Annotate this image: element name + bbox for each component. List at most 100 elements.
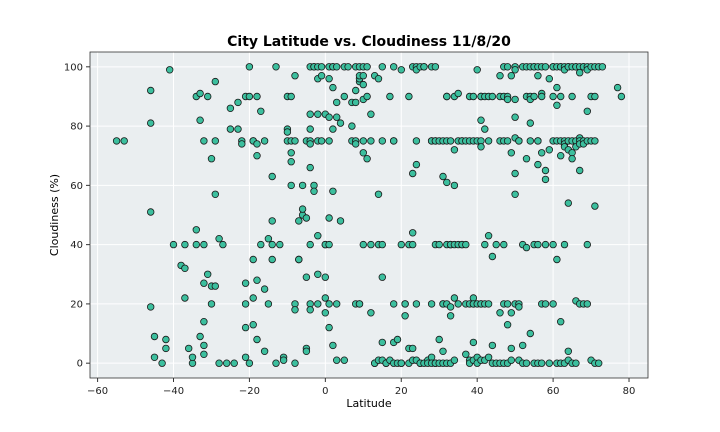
data-point — [363, 92, 371, 101]
data-point — [333, 63, 341, 71]
data-point — [378, 338, 386, 347]
data-point — [302, 214, 311, 222]
data-point — [352, 140, 360, 148]
data-point — [530, 92, 538, 101]
data-point — [576, 68, 584, 77]
data-point — [230, 359, 238, 367]
data-point — [291, 137, 299, 145]
data-point — [181, 294, 189, 302]
data-point — [200, 318, 208, 326]
data-point — [340, 92, 348, 101]
data-point — [443, 178, 451, 187]
data-point — [314, 110, 322, 118]
data-point — [538, 149, 546, 157]
y-axis-label: Cloudiness (%) — [48, 174, 61, 256]
data-point — [390, 300, 398, 308]
data-point — [481, 125, 489, 133]
data-point — [211, 282, 219, 290]
data-point — [481, 240, 489, 249]
data-point — [249, 255, 257, 264]
data-point — [568, 154, 576, 163]
data-point — [473, 66, 481, 74]
data-point — [500, 240, 508, 249]
data-point — [390, 137, 398, 145]
data-point — [484, 300, 493, 308]
data-point — [291, 359, 299, 367]
data-point — [325, 74, 333, 83]
data-point — [359, 80, 367, 89]
data-point — [325, 214, 333, 222]
data-point — [234, 98, 242, 107]
data-point — [367, 137, 375, 145]
data-point — [200, 350, 208, 358]
data-point — [146, 208, 155, 216]
data-point — [325, 240, 333, 249]
data-point — [522, 359, 531, 367]
data-point — [507, 71, 515, 80]
data-point — [314, 231, 322, 240]
data-point — [591, 137, 599, 145]
data-point — [253, 335, 261, 344]
data-point — [211, 77, 219, 86]
data-point — [507, 149, 515, 157]
data-point — [333, 113, 341, 121]
data-point — [188, 353, 197, 361]
data-point — [534, 71, 542, 80]
data-point — [302, 347, 311, 355]
data-point — [446, 312, 455, 320]
data-point — [409, 240, 417, 249]
plot-frame — [89, 51, 649, 379]
data-point — [359, 71, 367, 80]
data-point — [439, 172, 447, 181]
data-point — [321, 309, 329, 317]
data-point — [534, 137, 542, 145]
x-tick-label: −20 — [239, 386, 260, 397]
data-point — [200, 279, 208, 287]
data-point — [253, 140, 261, 148]
data-point — [295, 255, 303, 264]
data-point — [511, 190, 519, 198]
data-point — [260, 137, 269, 145]
data-point — [268, 172, 276, 181]
data-point — [446, 137, 455, 145]
data-point — [511, 169, 519, 178]
data-point — [374, 190, 383, 198]
data-point — [446, 303, 455, 311]
data-point — [534, 160, 542, 169]
data-point — [503, 137, 512, 145]
data-point — [253, 276, 261, 284]
data-point — [557, 92, 565, 101]
data-point — [162, 335, 170, 344]
data-point — [560, 240, 569, 249]
data-point — [541, 63, 550, 71]
data-point — [503, 63, 512, 71]
data-point — [503, 300, 512, 308]
data-point — [211, 190, 219, 198]
data-point — [507, 309, 515, 317]
data-point — [553, 255, 561, 264]
data-point — [363, 154, 371, 163]
y-tick-label: 100 — [64, 62, 83, 73]
data-point — [378, 137, 386, 145]
data-point — [591, 92, 599, 101]
data-point — [249, 321, 257, 329]
data-point — [484, 137, 493, 145]
data-point — [257, 240, 265, 249]
data-point — [454, 89, 462, 98]
data-point — [515, 303, 523, 311]
data-point — [325, 323, 333, 332]
data-point — [488, 341, 497, 350]
data-point — [374, 74, 383, 83]
data-point — [333, 356, 341, 364]
data-point — [450, 356, 459, 364]
data-point — [541, 175, 550, 184]
data-point — [306, 110, 314, 118]
data-point — [564, 199, 572, 207]
data-point — [352, 86, 360, 95]
y-axis-ticks: 0 20 40 60 80 100 — [64, 62, 90, 370]
data-point — [591, 202, 599, 210]
data-point — [545, 359, 553, 367]
data-point — [306, 125, 314, 133]
data-point — [287, 157, 295, 166]
data-point — [496, 71, 504, 80]
